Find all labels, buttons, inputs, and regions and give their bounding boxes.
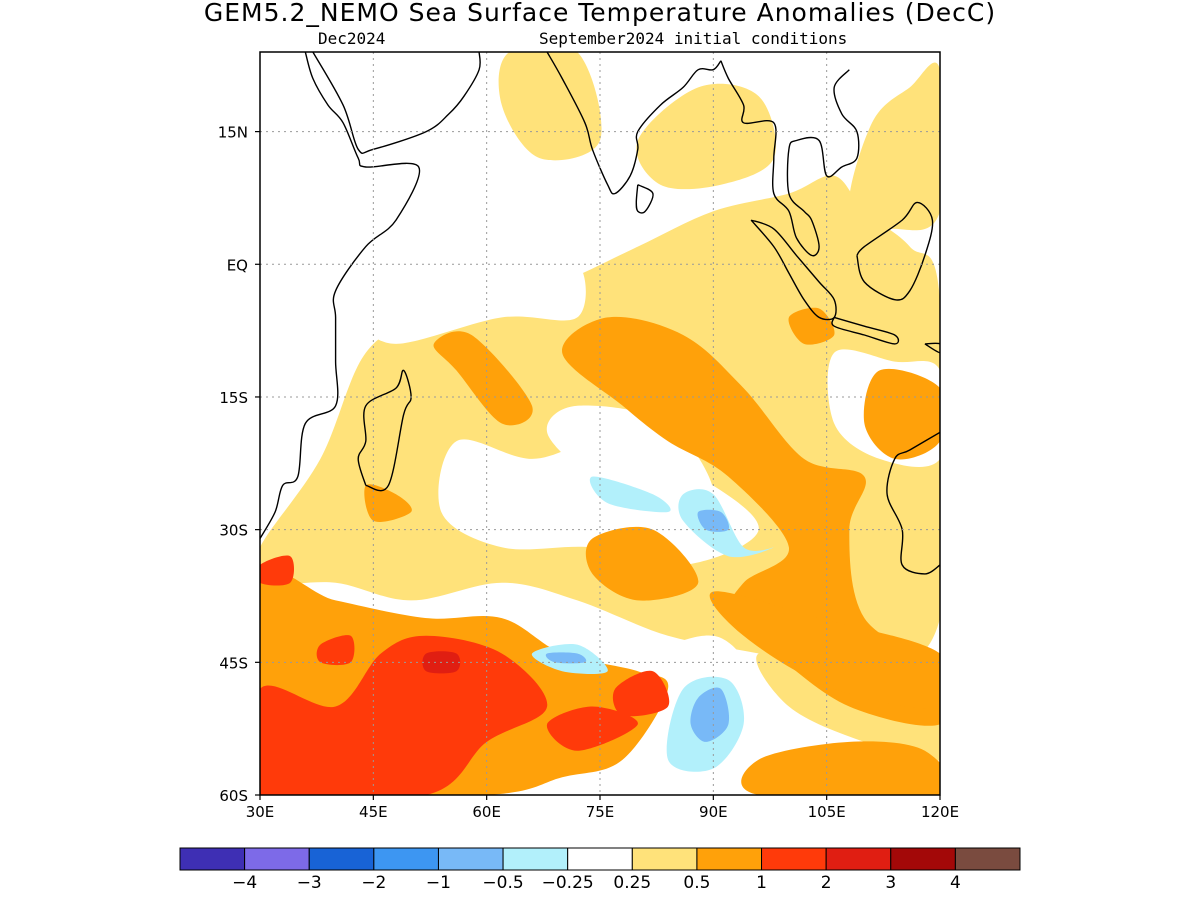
anomaly-region-15	[863, 368, 940, 460]
anomaly-regions	[260, 52, 940, 795]
coastlines	[260, 52, 940, 575]
colorbar-label-4: −0.5	[482, 873, 523, 893]
anomaly-region-1	[498, 52, 602, 161]
lat-tick-label-1: EQ	[227, 256, 248, 274]
colorbar-label-10: 3	[885, 873, 896, 893]
colorbar-swatch-4	[437, 847, 504, 871]
colorbar-swatch-11	[890, 847, 956, 871]
chart-title: GEM5.2_NEMO Sea Surface Temperature Anom…	[203, 0, 997, 27]
anomaly-region-21	[260, 635, 548, 795]
colorbar-swatch-12	[954, 847, 1021, 871]
coastline-3	[635, 184, 654, 214]
anomaly-region-19	[709, 591, 940, 709]
lon-tick-label-2: 60E	[472, 803, 501, 821]
colorbar-swatch-8	[696, 847, 763, 871]
colorbar-swatch-7	[631, 847, 698, 871]
lon-tick-label-6: 120E	[921, 803, 959, 821]
anomaly-region-23	[612, 670, 670, 717]
anomaly-region-27	[589, 476, 671, 513]
anomaly-region-22	[546, 706, 638, 751]
anomaly-region-24	[260, 555, 295, 586]
colorbar-swatch-5	[502, 847, 569, 871]
colorbar-label-5: −0.25	[542, 873, 594, 893]
anomaly-region-33	[690, 687, 730, 742]
colorbar-label-7: 0.5	[683, 873, 710, 893]
colorbar-swatch-6	[567, 847, 633, 871]
lat-tick-label-2: 15S	[219, 389, 248, 407]
colorbar-label-0: −4	[232, 873, 257, 893]
anomaly-region-6	[364, 263, 586, 344]
coastline-1	[312, 52, 481, 155]
anomaly-region-2	[636, 83, 776, 190]
anomaly-region-17	[585, 526, 699, 601]
anomaly-region-14	[364, 484, 412, 522]
initial-conditions-label: September2024 initial conditions	[539, 29, 848, 48]
colorbar-swatch-9	[761, 847, 827, 871]
coastline-9	[886, 431, 940, 575]
lat-tick-label-3: 30S	[219, 522, 248, 540]
colorbar-label-11: 4	[950, 873, 961, 893]
anomaly-region-20	[741, 741, 940, 795]
anomaly-region-25	[316, 635, 355, 666]
coastline-10	[924, 342, 940, 354]
coastline-8	[357, 369, 412, 492]
lon-tick-label-5: 105E	[808, 803, 846, 821]
anomaly-region-3	[848, 62, 940, 231]
colorbar-swatch-2	[308, 847, 375, 871]
colorbar: −4 −3 −2 −1 −0.5 −0.25 0.25 0.5 1 2 3 4	[179, 847, 1021, 893]
colorbar-label-1: −3	[297, 873, 322, 893]
colorbar-swatch-3	[373, 847, 439, 871]
gridlines	[260, 52, 940, 795]
lat-tick-label-4: 45S	[219, 654, 248, 672]
coastline-4	[720, 60, 860, 257]
lat-tick-label-0: 15N	[218, 124, 248, 142]
colorbar-label-9: 2	[821, 873, 832, 893]
coastline-7	[856, 201, 934, 301]
coastline-2	[546, 52, 722, 195]
lon-tick-label-3: 75E	[586, 803, 615, 821]
colorbar-label-2: −2	[361, 873, 386, 893]
anomaly-region-16	[788, 307, 835, 345]
coastline-6	[831, 316, 900, 345]
colorbar-swatch-1	[244, 847, 310, 871]
colorbar-label-3: −1	[426, 873, 451, 893]
latitude-ticks: 15N EQ 15S 30S 45S 60S	[218, 124, 260, 805]
colorbar-label-8: 1	[756, 873, 767, 893]
anomaly-region-12	[562, 316, 940, 726]
lon-tick-label-1: 45E	[359, 803, 388, 821]
coastline-0	[260, 52, 421, 539]
colorbar-label-6: 0.25	[613, 873, 651, 893]
anomaly-region-13	[433, 331, 533, 426]
forecast-month-label: Dec2024	[318, 29, 386, 48]
lon-tick-label-4: 90E	[699, 803, 728, 821]
lat-tick-label-5: 60S	[219, 787, 248, 805]
colorbar-swatch-0	[179, 847, 246, 871]
lon-tick-label-0: 30E	[246, 803, 275, 821]
anomaly-region-32	[545, 652, 587, 664]
longitude-ticks: 30E 45E 60E 75E 90E 105E 120E	[246, 795, 959, 821]
colorbar-swatch-10	[825, 847, 892, 871]
